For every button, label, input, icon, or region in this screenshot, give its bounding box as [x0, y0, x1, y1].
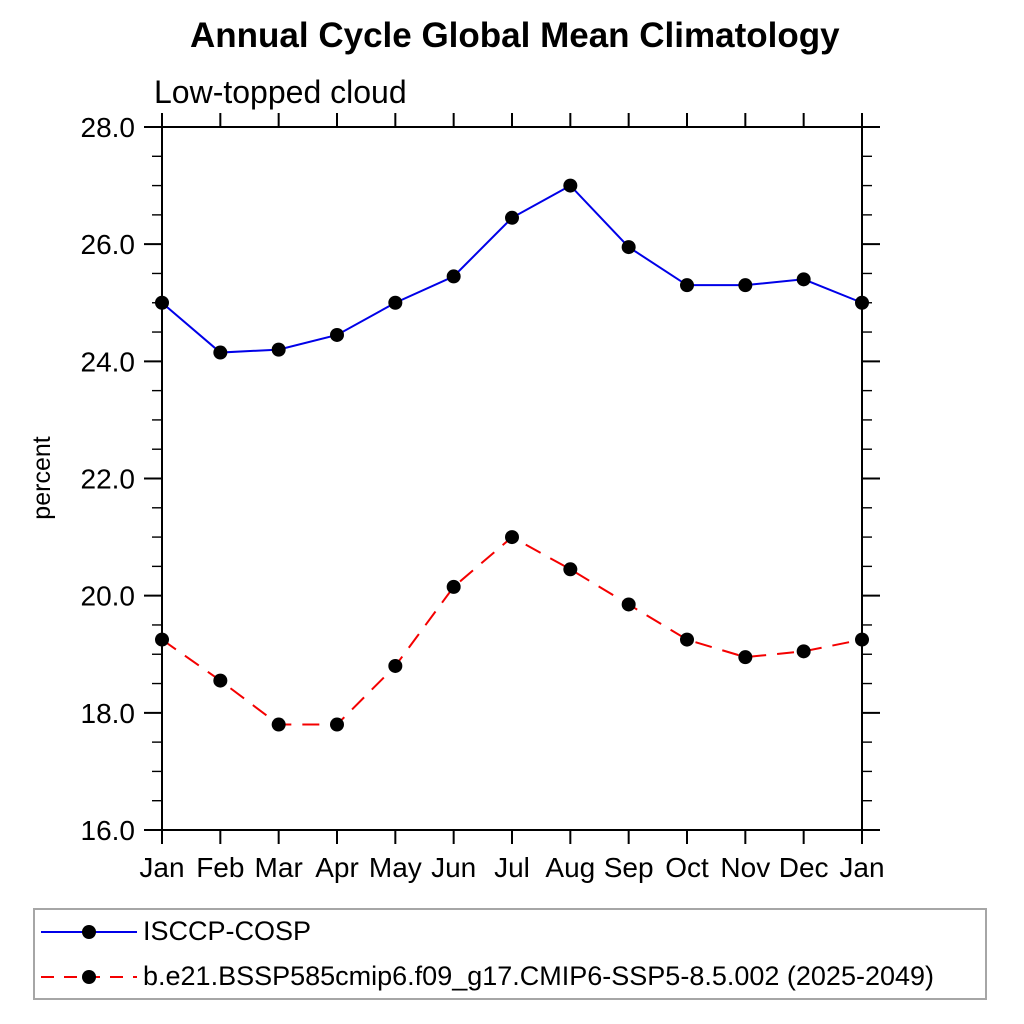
data-point: [505, 530, 519, 545]
data-point: [621, 240, 636, 255]
x-tick-label: Mar: [255, 852, 303, 883]
data-point: [213, 673, 228, 688]
data-point: [330, 327, 344, 342]
axis-tick-labels: Jan Feb Mar Apr May Jun Jul Aug Sep Oct Nov Dec Jan1…: [81, 112, 885, 883]
legend-item-label: ISCCP-COSP: [143, 916, 312, 946]
x-tick-label: Jul: [494, 852, 530, 883]
data-point: [446, 579, 461, 594]
x-tick-label: May: [369, 852, 422, 883]
data-point: [271, 717, 286, 732]
x-tick-label: Jan: [839, 852, 884, 883]
x-tick-label: Jan: [139, 852, 184, 883]
x-tick-label: Jun: [431, 852, 476, 883]
data-point: [155, 295, 169, 310]
data-point: [563, 178, 578, 193]
data-point: [563, 562, 578, 577]
y-tick-label: 18.0: [81, 698, 136, 729]
series-lines: [161, 184, 863, 726]
data-point: [271, 342, 286, 357]
y-tick-label: 16.0: [81, 815, 136, 846]
data-point: [388, 295, 403, 310]
axis-frame: [161, 126, 863, 831]
legend-line-sample-model: [41, 969, 137, 984]
x-tick-label: Nov: [720, 852, 770, 883]
y-tick-label: 20.0: [81, 581, 136, 612]
legend-item-label: b.e21.BSSP585cmip6.f09_g17.CMIP6-SSP5-8.…: [143, 961, 935, 991]
legend-box: ISCCP-COSP b.e21.BSSP585cmip6.f09_g17.CM…: [33, 908, 987, 1000]
data-point: [330, 717, 344, 732]
series-line-0: [161, 184, 863, 354]
chart-title: Annual Cycle Global Mean Climatology: [190, 16, 840, 55]
y-tick-label: 28.0: [81, 112, 136, 143]
series-line-1: [161, 535, 863, 726]
data-point: [796, 644, 811, 659]
chart-subtitle: Low-topped cloud: [154, 74, 407, 110]
data-point: [388, 658, 403, 673]
x-tick-label: Sep: [604, 852, 654, 883]
y-tick-label: 24.0: [81, 346, 136, 377]
data-point: [738, 650, 753, 665]
legend-item: ISCCP-COSP: [35, 910, 985, 953]
axis-ticks: [144, 113, 880, 844]
data-point: [855, 295, 869, 310]
x-tick-label: Apr: [315, 852, 359, 883]
legend-line-sample-isccp: [41, 924, 137, 939]
data-point: [738, 278, 753, 293]
y-axis-label: percent: [28, 436, 56, 519]
data-point: [446, 269, 461, 284]
data-point: [155, 632, 169, 647]
data-point: [796, 272, 811, 287]
data-point: [855, 632, 869, 647]
legend-item: b.e21.BSSP585cmip6.f09_g17.CMIP6-SSP5-8.…: [35, 955, 985, 998]
data-point: [680, 278, 694, 293]
x-tick-label: Dec: [779, 852, 829, 883]
y-tick-label: 22.0: [81, 464, 136, 495]
x-tick-label: Feb: [196, 852, 244, 883]
y-tick-label: 26.0: [81, 229, 136, 260]
data-point: [680, 632, 694, 647]
data-point: [621, 597, 636, 612]
data-point: [213, 345, 228, 360]
series-markers: [155, 178, 869, 732]
x-tick-label: Aug: [545, 852, 595, 883]
x-tick-label: Oct: [665, 852, 709, 883]
data-point: [505, 210, 519, 225]
